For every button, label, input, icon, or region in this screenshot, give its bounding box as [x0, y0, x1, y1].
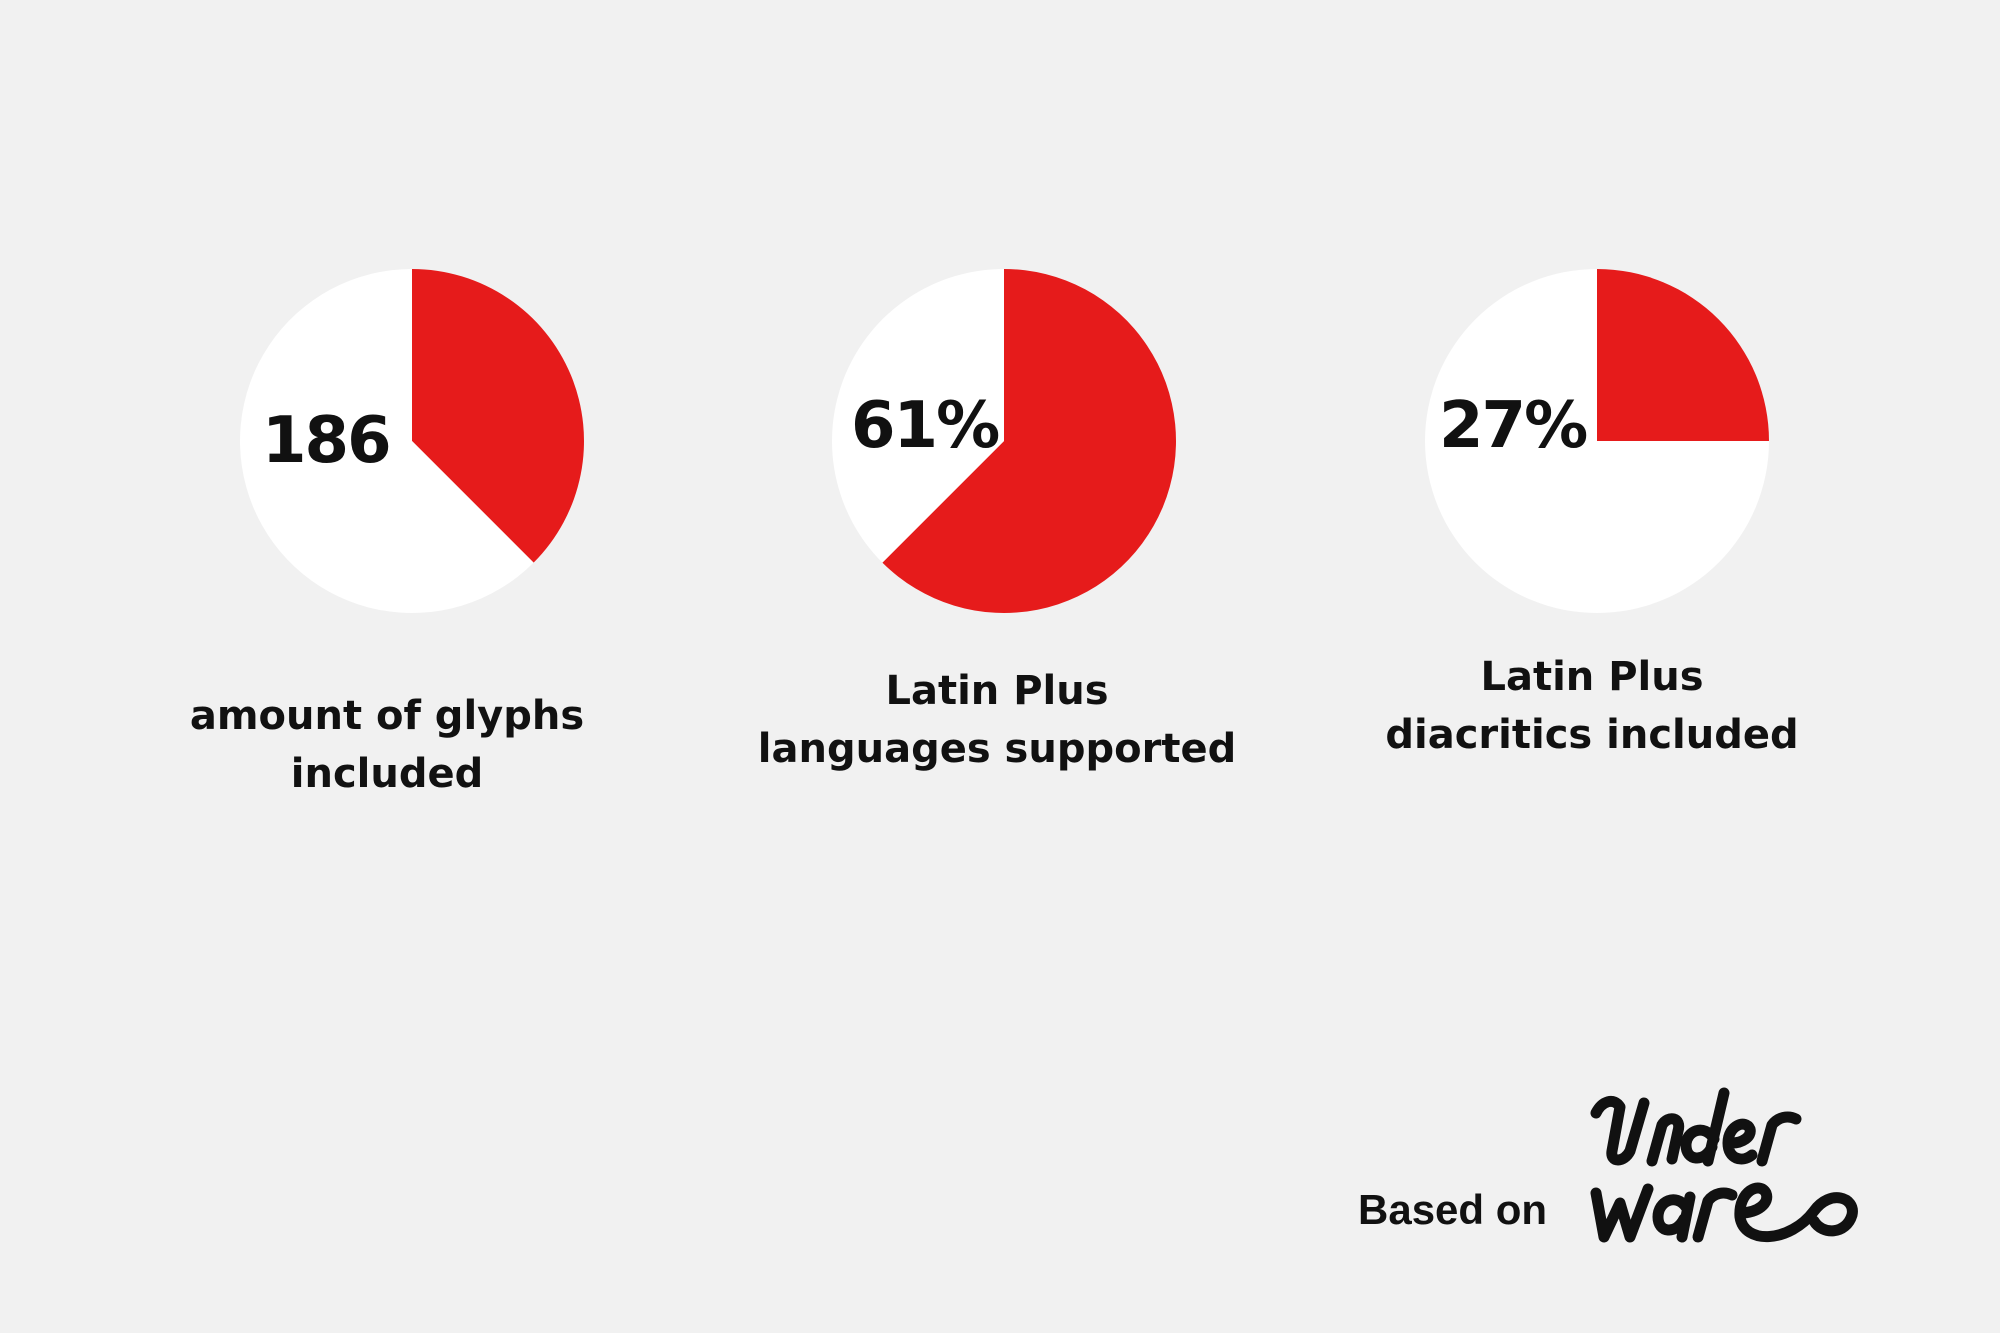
caption-line: diacritics included: [1385, 712, 1799, 758]
pie-chart-glyphs: 186: [237, 266, 587, 616]
pie-slice-remainder: [832, 269, 1004, 563]
pie-slice-remainder: [240, 269, 534, 613]
caption-line: Latin Plus: [885, 668, 1109, 714]
pie-chart-languages: 61%: [829, 266, 1179, 616]
pie-slice-filled: [1597, 269, 1769, 441]
pie-slice-filled: [412, 269, 584, 563]
pie-value-label: 61%: [851, 389, 1000, 463]
pie-slice-filled: [882, 269, 1176, 613]
pie-caption-glyphs: amount of glyphs included: [87, 687, 687, 803]
pie-svg: [832, 269, 1176, 613]
caption-line: amount of glyphs: [189, 693, 585, 739]
pie-caption-diacritics: Latin Plus diacritics included: [1292, 648, 1892, 764]
pie-value-label: 27%: [1439, 389, 1588, 463]
based-on-text: Based on: [1358, 1186, 1548, 1233]
pie-svg: [1425, 269, 1769, 613]
caption-line: included: [290, 751, 484, 797]
pie-slice-remainder: [1425, 269, 1769, 613]
caption-line: languages supported: [757, 726, 1237, 772]
underware-logo: [1590, 1087, 1858, 1243]
pie-caption-languages: Latin Plus languages supported: [697, 662, 1297, 778]
pie-chart-diacritics: 27%: [1422, 266, 1772, 616]
caption-line: Latin Plus: [1480, 654, 1704, 700]
pie-svg: [240, 269, 584, 613]
pie-value-label: 186: [262, 404, 392, 478]
